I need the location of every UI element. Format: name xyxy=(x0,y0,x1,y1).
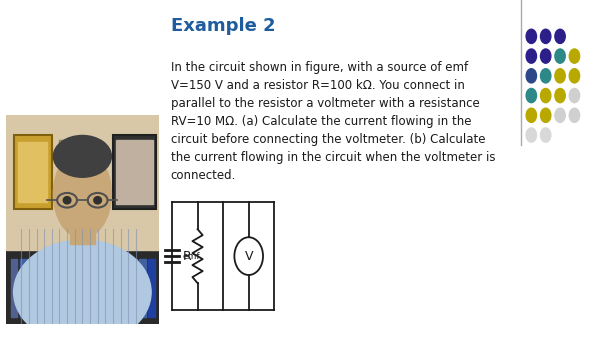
Circle shape xyxy=(540,69,551,83)
Circle shape xyxy=(526,88,537,103)
Text: R: R xyxy=(183,250,192,263)
Circle shape xyxy=(569,88,580,103)
Text: V: V xyxy=(244,250,253,263)
Bar xyxy=(111,259,118,317)
Circle shape xyxy=(526,69,537,83)
Bar xyxy=(148,259,155,317)
Circle shape xyxy=(540,128,551,142)
Circle shape xyxy=(526,49,537,63)
Circle shape xyxy=(526,128,537,142)
Bar xyxy=(11,259,17,317)
Bar xyxy=(70,219,95,244)
Bar xyxy=(47,259,54,317)
Circle shape xyxy=(569,108,580,122)
Bar xyxy=(6,115,159,250)
Bar xyxy=(93,259,100,317)
Bar xyxy=(65,259,72,317)
Text: Example 2: Example 2 xyxy=(171,17,276,35)
Bar xyxy=(20,259,26,317)
Bar xyxy=(120,259,128,317)
Bar xyxy=(62,144,95,198)
Circle shape xyxy=(555,29,565,43)
Ellipse shape xyxy=(53,150,111,238)
Circle shape xyxy=(555,69,565,83)
Circle shape xyxy=(555,108,565,122)
Circle shape xyxy=(540,108,551,122)
Text: In the circuit shown in figure, with a source of emf
V=150 V and a resistor R=10: In the circuit shown in figure, with a s… xyxy=(171,61,495,182)
Ellipse shape xyxy=(63,196,71,204)
Bar xyxy=(38,259,45,317)
Circle shape xyxy=(569,49,580,63)
Bar xyxy=(84,259,91,317)
Ellipse shape xyxy=(94,196,101,204)
Circle shape xyxy=(555,88,565,103)
Text: emf: emf xyxy=(182,252,200,261)
Bar xyxy=(102,259,109,317)
Bar xyxy=(116,140,153,205)
Circle shape xyxy=(526,29,537,43)
Bar xyxy=(113,135,156,209)
Circle shape xyxy=(540,88,551,103)
Bar xyxy=(18,142,47,202)
Bar xyxy=(29,259,36,317)
Bar xyxy=(56,259,63,317)
Bar xyxy=(14,135,52,209)
Circle shape xyxy=(569,69,580,83)
Bar xyxy=(130,259,137,317)
Bar xyxy=(139,259,146,317)
Circle shape xyxy=(540,29,551,43)
Ellipse shape xyxy=(53,135,111,177)
Bar xyxy=(59,140,98,202)
Bar xyxy=(75,259,81,317)
Bar xyxy=(6,250,159,324)
Circle shape xyxy=(540,49,551,63)
Ellipse shape xyxy=(14,240,151,337)
Circle shape xyxy=(555,49,565,63)
Circle shape xyxy=(526,108,537,122)
